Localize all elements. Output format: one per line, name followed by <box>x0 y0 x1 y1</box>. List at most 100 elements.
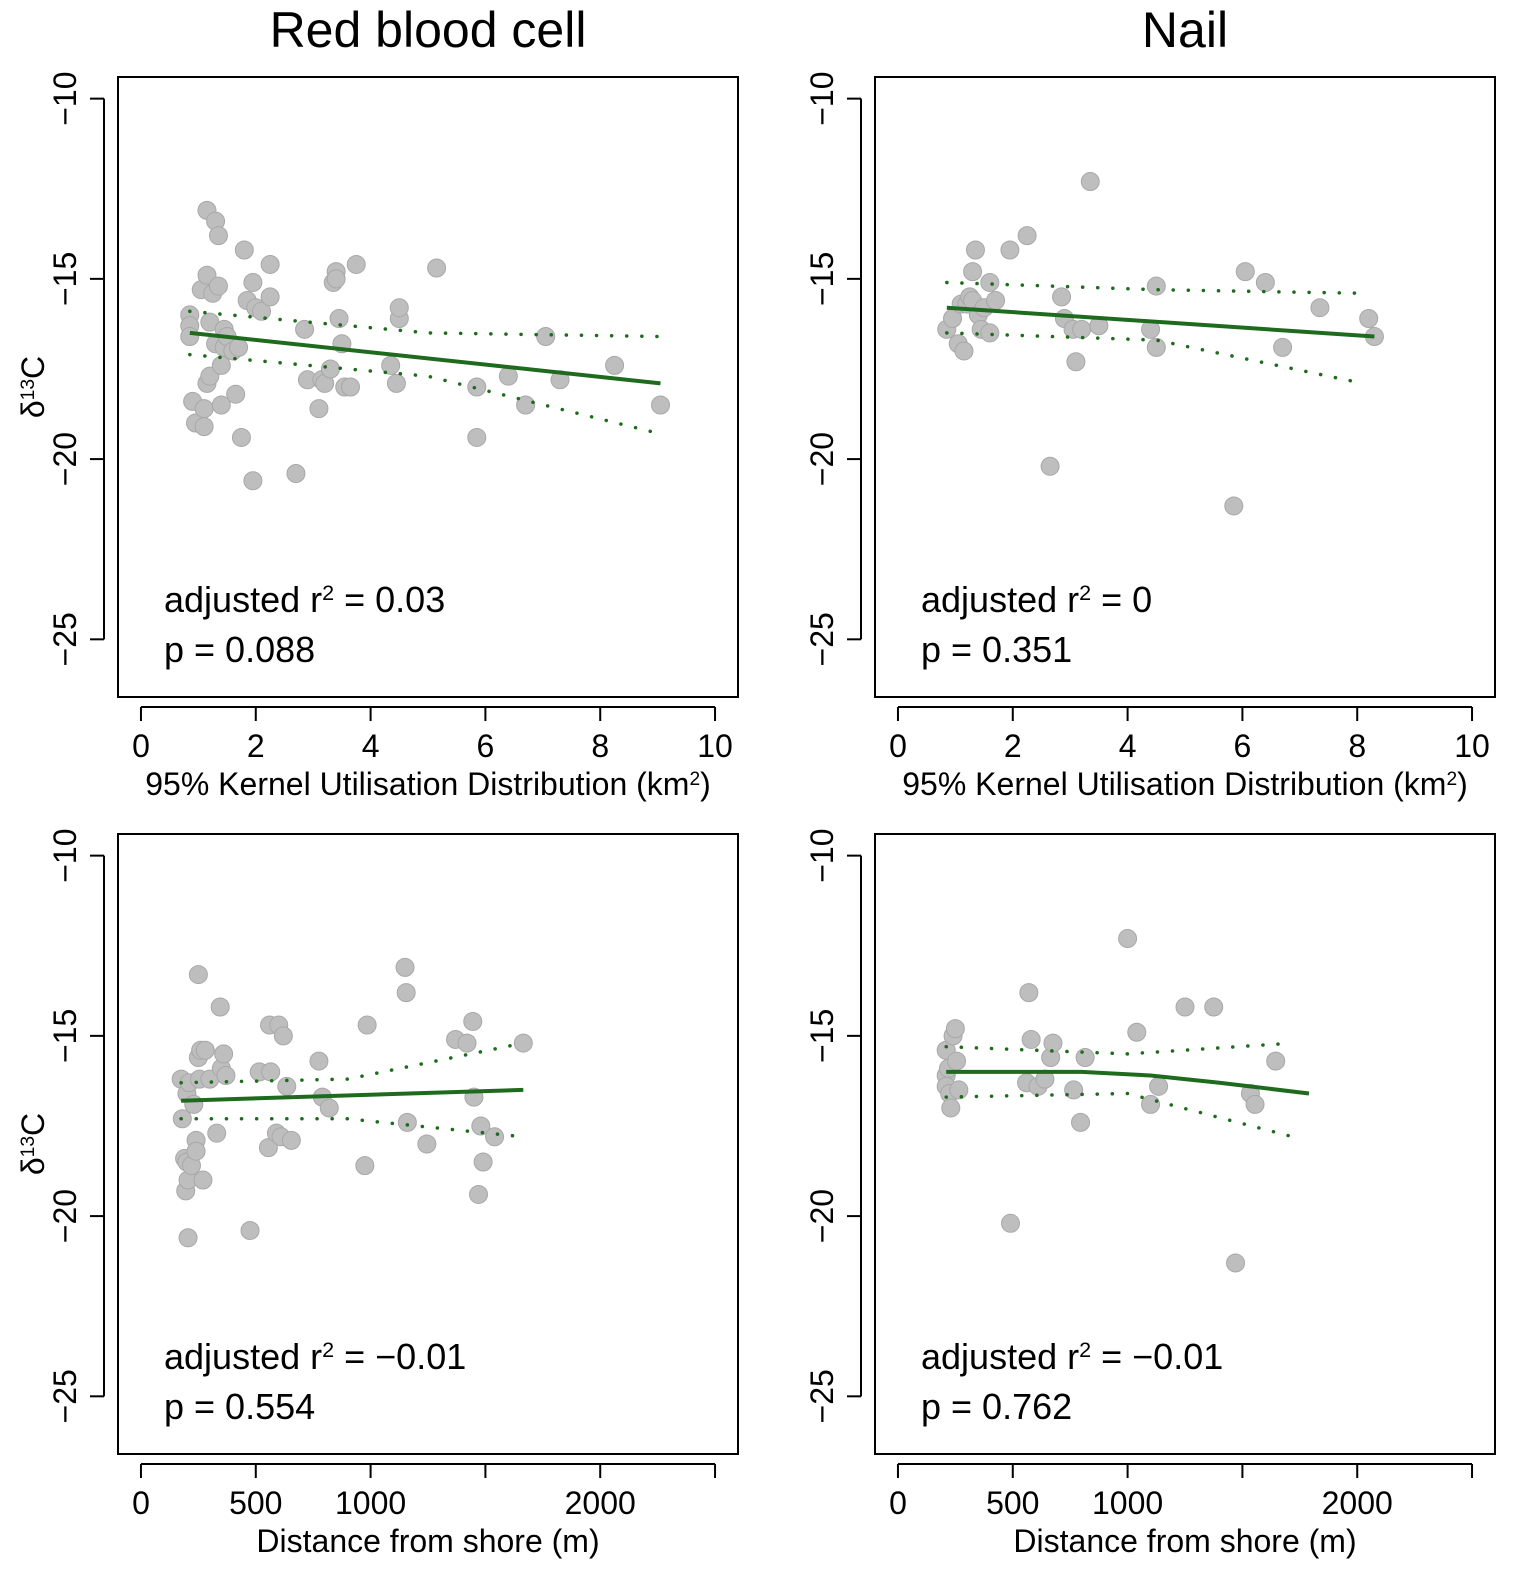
annotation-r2: adjusted r2 = −0.01 <box>921 1336 1223 1377</box>
annotation-p-value: p = 0.762 <box>921 1386 1072 1427</box>
data-point <box>1080 172 1100 192</box>
regression-line <box>181 1087 524 1103</box>
confidence-band-lower <box>188 352 663 436</box>
x-tick-label: 6 <box>477 728 495 764</box>
data-point <box>194 417 214 437</box>
data-point <box>341 377 360 397</box>
data-point <box>329 309 349 329</box>
data-point <box>226 384 246 404</box>
data-point <box>210 997 230 1017</box>
y-tick-label: −25 <box>804 1369 840 1423</box>
x-tick-label: 500 <box>986 1485 1039 1521</box>
data-point <box>320 359 340 379</box>
y-tick-label: −20 <box>47 1189 83 1243</box>
data-point <box>469 1184 489 1204</box>
x-axis-label: Distance from shore (m) <box>1013 1523 1356 1559</box>
data-point <box>1141 1094 1161 1114</box>
confidence-band-lower <box>944 1091 1295 1139</box>
data-point <box>397 1112 417 1132</box>
annotation-r2: adjusted r2 = −0.01 <box>164 1336 466 1377</box>
data-point <box>945 1019 965 1039</box>
x-tick-label: 2000 <box>1322 1485 1393 1521</box>
data-point <box>326 269 346 289</box>
annotation-r2: adjusted r2 = 0 <box>921 579 1152 620</box>
data-point <box>395 957 415 977</box>
x-tick-label: 4 <box>362 728 380 764</box>
data-point <box>457 1033 477 1053</box>
data-point <box>1204 997 1224 1017</box>
x-tick-label: 500 <box>229 1485 282 1521</box>
regression-line <box>946 305 1375 339</box>
y-tick-label: −10 <box>804 71 840 125</box>
x-axis-label: Distance from shore (m) <box>256 1523 599 1559</box>
y-tick-label: −15 <box>804 252 840 306</box>
plot-frame <box>874 76 1496 698</box>
data-point <box>309 1051 329 1071</box>
data-point <box>178 1228 198 1248</box>
y-tick-label: −20 <box>47 432 83 486</box>
x-tick-label: 0 <box>132 728 150 764</box>
x-tick-label: 8 <box>1348 728 1366 764</box>
data-point <box>1266 1051 1286 1071</box>
data-point <box>1000 240 1020 260</box>
data-point <box>208 226 228 246</box>
data-point <box>1000 1213 1020 1233</box>
data-point <box>243 471 263 491</box>
confidence-band-upper <box>179 1041 526 1085</box>
data-point <box>941 1098 961 1118</box>
data-point <box>346 254 366 274</box>
data-point <box>1043 1033 1063 1053</box>
data-point <box>965 240 985 260</box>
x-tick-label: 1000 <box>335 1485 406 1521</box>
data-point <box>211 395 231 415</box>
data-point <box>986 290 1006 310</box>
y-tick-label: −20 <box>804 432 840 486</box>
data-point <box>1052 287 1072 307</box>
data-point <box>1226 1253 1246 1273</box>
data-point <box>1255 272 1275 292</box>
data-point <box>216 1066 236 1086</box>
data-point <box>1235 262 1255 282</box>
data-point <box>1040 456 1060 476</box>
regression-line <box>946 1069 1310 1096</box>
data-point <box>1072 319 1092 339</box>
y-tick-label: −10 <box>804 828 840 882</box>
x-tick-label: 6 <box>1234 728 1252 764</box>
regression-line <box>189 330 661 386</box>
data-point <box>954 341 974 361</box>
data-point <box>260 254 280 274</box>
plot-frame <box>117 833 739 1455</box>
y-tick-label: −10 <box>47 71 83 125</box>
data-point <box>214 1044 234 1064</box>
data-point <box>1075 1047 1095 1067</box>
data-point <box>389 298 409 318</box>
data-point <box>1359 309 1379 329</box>
y-tick-label: −15 <box>47 252 83 306</box>
data-point <box>1071 1112 1091 1132</box>
data-point <box>309 399 329 419</box>
data-point <box>963 262 983 282</box>
data-point <box>231 427 251 447</box>
data-point <box>355 1156 375 1176</box>
y-axis-label: δ13C <box>15 356 51 418</box>
x-tick-label: 2 <box>1004 728 1022 764</box>
data-point <box>417 1134 437 1154</box>
data-point <box>261 1062 281 1082</box>
data-point <box>516 395 536 415</box>
data-point <box>471 1116 491 1136</box>
x-tick-label: 0 <box>889 728 907 764</box>
column-title-red-blood-cell: Red blood cell <box>269 2 587 58</box>
x-tick-label: 2 <box>247 728 265 764</box>
x-axis-label: 95% Kernel Utilisation Distribution (km2… <box>145 766 711 802</box>
x-tick-label: 0 <box>132 1485 150 1521</box>
annotation-p-value: p = 0.088 <box>164 629 315 670</box>
y-tick-label: −15 <box>804 1009 840 1063</box>
data-point <box>252 301 272 321</box>
y-tick-label: −15 <box>47 1009 83 1063</box>
plot-frame <box>874 833 1496 1455</box>
x-tick-label: 10 <box>1454 728 1490 764</box>
